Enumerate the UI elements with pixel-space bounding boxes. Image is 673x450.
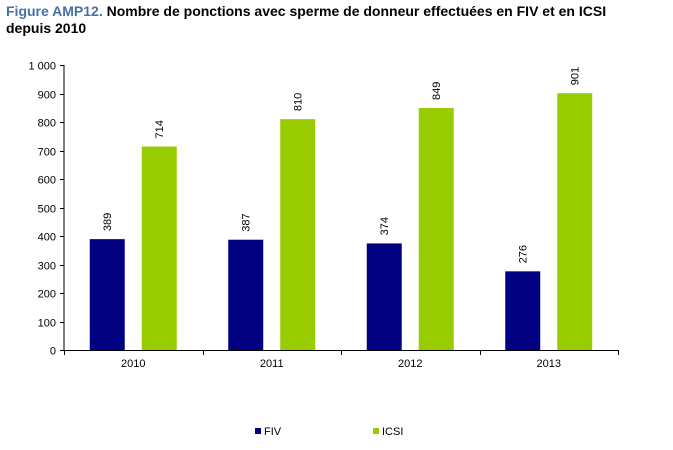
y-tick-label: 800: [38, 118, 56, 130]
bar-icsi-2012: [418, 108, 454, 350]
bar-icsi-2010: [141, 146, 177, 350]
data-label: 387: [241, 213, 253, 231]
bar-fiv-2011: [228, 239, 264, 350]
y-tick-label: 200: [38, 289, 56, 301]
x-tick-label: 2012: [398, 358, 422, 370]
y-tick-label: 0: [50, 346, 56, 358]
data-labels: 389 387 374 276 714 810 849 901: [102, 67, 582, 263]
data-label: 374: [379, 217, 391, 235]
bar-fiv-2013: [505, 271, 541, 350]
x-tick-label: 2013: [537, 358, 561, 370]
bar-icsi-2011: [280, 119, 316, 351]
x-axis: 2010 2011 2012 2013: [64, 350, 619, 370]
y-tick-label: 100: [38, 318, 56, 330]
bar-fiv-2010: [89, 239, 125, 350]
y-tick-label: 400: [38, 232, 56, 244]
data-label: 849: [431, 82, 443, 100]
legend-swatch-fiv: [255, 428, 261, 434]
y-tick-label: 700: [38, 147, 56, 159]
y-tick-label: 500: [38, 204, 56, 216]
data-label: 389: [102, 213, 114, 231]
x-tick-label: 2011: [260, 358, 284, 370]
data-label: 714: [154, 120, 166, 138]
chart-title-text: Nombre de ponctions avec sperme de donne…: [6, 3, 607, 36]
chart-title-prefix: Figure AMP12.: [6, 3, 103, 19]
legend-label-icsi: ICSI: [382, 426, 403, 438]
y-tick-label: 600: [38, 175, 56, 187]
y-tick-label: 1 000: [28, 61, 56, 73]
legend: FIV ICSI: [255, 426, 403, 438]
bars: [89, 93, 593, 351]
data-label: 276: [518, 245, 530, 263]
legend-swatch-icsi: [373, 428, 379, 434]
chart-title: Figure AMP12. Nombre de ponctions avec s…: [6, 3, 646, 37]
bar-fiv-2012: [366, 243, 402, 350]
y-tick-label: 300: [38, 261, 56, 273]
bar-icsi-2013: [557, 93, 593, 350]
y-tick-label: 900: [38, 90, 56, 102]
x-tick-label: 2010: [121, 358, 145, 370]
data-label: 901: [570, 67, 582, 85]
data-label: 810: [293, 93, 305, 111]
legend-label-fiv: FIV: [264, 426, 282, 438]
y-axis: 0 100 200 300 400 500 600 700 800 900 1 000: [28, 61, 65, 358]
